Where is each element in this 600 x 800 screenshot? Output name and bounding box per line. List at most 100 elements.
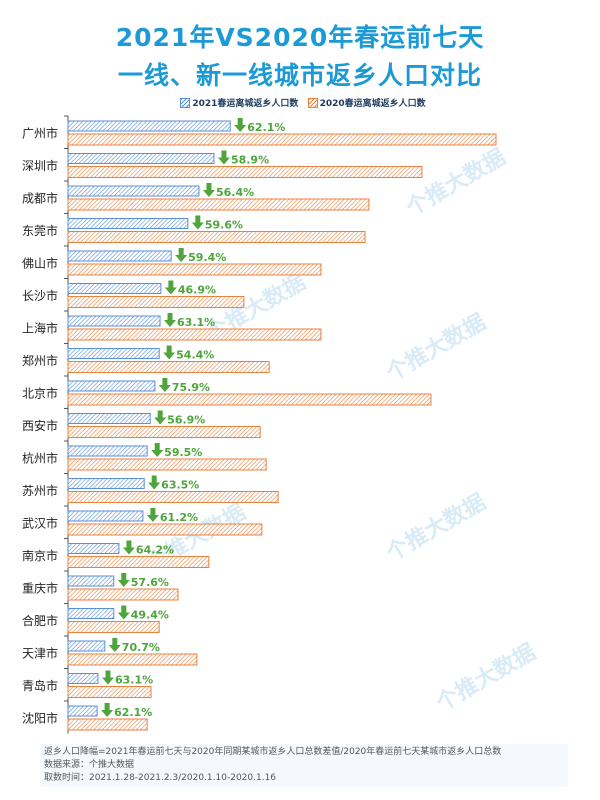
down-arrow-icon — [101, 703, 114, 717]
bar-2021 — [67, 640, 106, 652]
bar-chart: 广州市 62.1% 深圳市 58.9% 成都市 56.4% 东莞市 59.6% 佛山市 59.4%… — [22, 115, 497, 734]
decline-label: 46.9% — [178, 284, 216, 297]
bar-2020 — [67, 296, 245, 308]
bar-2020 — [67, 426, 261, 438]
decline-label: 49.4% — [131, 609, 169, 622]
decline-label: 56.4% — [216, 186, 254, 199]
bar-2021 — [67, 575, 115, 587]
footnote-period: 取数时间：2021.1.28-2021.2.3/2020.1.10-2020.1… — [44, 773, 277, 783]
decline-label: 62.1% — [247, 121, 285, 134]
down-arrow-icon — [158, 378, 171, 392]
down-arrow-icon — [101, 670, 114, 685]
decline-label: 64.2% — [136, 544, 174, 557]
decline-label: 59.6% — [205, 219, 243, 232]
down-arrow-icon — [122, 540, 135, 555]
bar-2020 — [67, 393, 432, 406]
bar-2020 — [67, 718, 148, 731]
bar-2020 — [67, 133, 497, 146]
bar-2020 — [67, 458, 267, 471]
down-arrow-icon — [191, 215, 204, 230]
category-label: 广州市 — [22, 125, 58, 140]
legend-swatch-2021 — [180, 97, 191, 108]
down-arrow-icon — [148, 475, 161, 490]
bar-2021 — [67, 153, 215, 164]
down-arrow-icon — [151, 443, 164, 457]
bar-2021 — [67, 315, 161, 327]
down-arrow-icon — [154, 410, 167, 425]
down-arrow-icon — [163, 345, 176, 360]
category-label: 杭州市 — [22, 450, 58, 465]
decline-label: 59.5% — [164, 446, 202, 459]
chart-title-line2: 一线、新一线城市返乡人口对比 — [117, 61, 482, 90]
decline-label: 63.1% — [115, 674, 153, 687]
bar-2020 — [67, 686, 152, 698]
bar-2021 — [67, 445, 148, 457]
decline-label: 56.9% — [167, 414, 205, 427]
bar-2021 — [67, 673, 99, 684]
bar-2021 — [67, 608, 115, 619]
down-arrow-icon — [164, 280, 177, 295]
down-arrow-icon — [234, 118, 247, 132]
decline-label: 63.5% — [161, 479, 199, 492]
down-arrow-icon — [108, 638, 121, 652]
bar-2020 — [67, 263, 322, 276]
down-arrow-icon — [217, 150, 230, 165]
down-arrow-icon — [146, 508, 159, 522]
bar-2021 — [67, 250, 172, 262]
bar-2021 — [67, 413, 151, 424]
bar-2020 — [67, 556, 210, 568]
legend-label-2020: 2020春运离城返乡人口数 — [319, 99, 426, 109]
decline-label: 54.4% — [176, 349, 214, 362]
category-label: 上海市 — [22, 320, 58, 335]
bar-2020 — [67, 198, 370, 211]
footnote: 返乡人口降幅=2021年春运前七天与2020年同期某城市返乡人口总数差值/202… — [40, 744, 568, 787]
category-label: 郑州市 — [22, 353, 58, 368]
bar-2021 — [67, 478, 145, 489]
bar-2020 — [67, 523, 263, 536]
category-label: 深圳市 — [22, 158, 58, 173]
bar-2021 — [67, 185, 200, 197]
bar-2020 — [67, 361, 270, 373]
decline-label: 61.2% — [160, 511, 198, 524]
category-label: 长沙市 — [22, 288, 58, 303]
legend-swatch-2020 — [307, 97, 318, 108]
decline-label: 63.1% — [177, 316, 215, 329]
category-label: 南京市 — [22, 548, 58, 563]
category-label: 天津市 — [22, 645, 58, 660]
category-label: 武汉市 — [22, 515, 58, 530]
category-label: 重庆市 — [22, 580, 58, 595]
bar-2021 — [67, 283, 162, 294]
category-label: 苏州市 — [22, 483, 58, 498]
category-label: 东莞市 — [22, 223, 58, 238]
bar-2020 — [67, 328, 322, 341]
category-label: 合肥市 — [22, 613, 58, 628]
down-arrow-icon — [202, 183, 215, 197]
bar-2020 — [67, 588, 179, 601]
down-arrow-icon — [117, 605, 130, 620]
bar-2021 — [67, 510, 144, 522]
down-arrow-icon — [164, 313, 177, 327]
down-arrow-icon — [175, 248, 188, 262]
footnote-source: 数据来源：个推大数据 — [44, 760, 135, 770]
bar-2021 — [67, 348, 160, 359]
category-label: 青岛市 — [22, 678, 58, 693]
bar-2021 — [67, 120, 231, 132]
category-label: 西安市 — [22, 418, 58, 433]
legend: 2021春运离城返乡人口数 2020春运离城返乡人口数 — [0, 96, 600, 109]
category-label: 北京市 — [22, 385, 58, 400]
decline-label: 62.1% — [114, 706, 152, 719]
decline-label: 70.7% — [122, 641, 160, 654]
bar-2021 — [67, 705, 98, 717]
bar-2021 — [67, 218, 189, 229]
decline-label: 75.9% — [172, 381, 210, 394]
bar-2020 — [67, 491, 279, 503]
bar-2020 — [67, 653, 198, 666]
bar-2020 — [67, 231, 366, 243]
down-arrow-icon — [117, 573, 130, 587]
bar-2020 — [67, 166, 423, 178]
legend-label-2021: 2021春运离城返乡人口数 — [192, 99, 299, 109]
category-label: 佛山市 — [22, 255, 58, 270]
decline-label: 57.6% — [131, 576, 169, 589]
bar-2020 — [67, 621, 160, 633]
bar-2021 — [67, 543, 120, 554]
